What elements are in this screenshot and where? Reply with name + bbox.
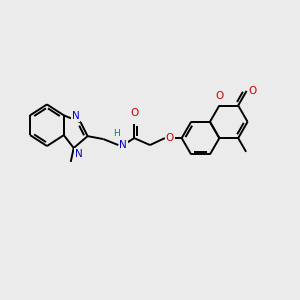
Text: N: N xyxy=(72,111,80,121)
Text: H: H xyxy=(113,129,120,138)
Text: N: N xyxy=(119,140,127,150)
Text: N: N xyxy=(75,149,83,159)
Text: O: O xyxy=(166,133,174,143)
Text: O: O xyxy=(249,86,257,96)
Text: O: O xyxy=(130,108,138,118)
Text: O: O xyxy=(215,91,224,100)
